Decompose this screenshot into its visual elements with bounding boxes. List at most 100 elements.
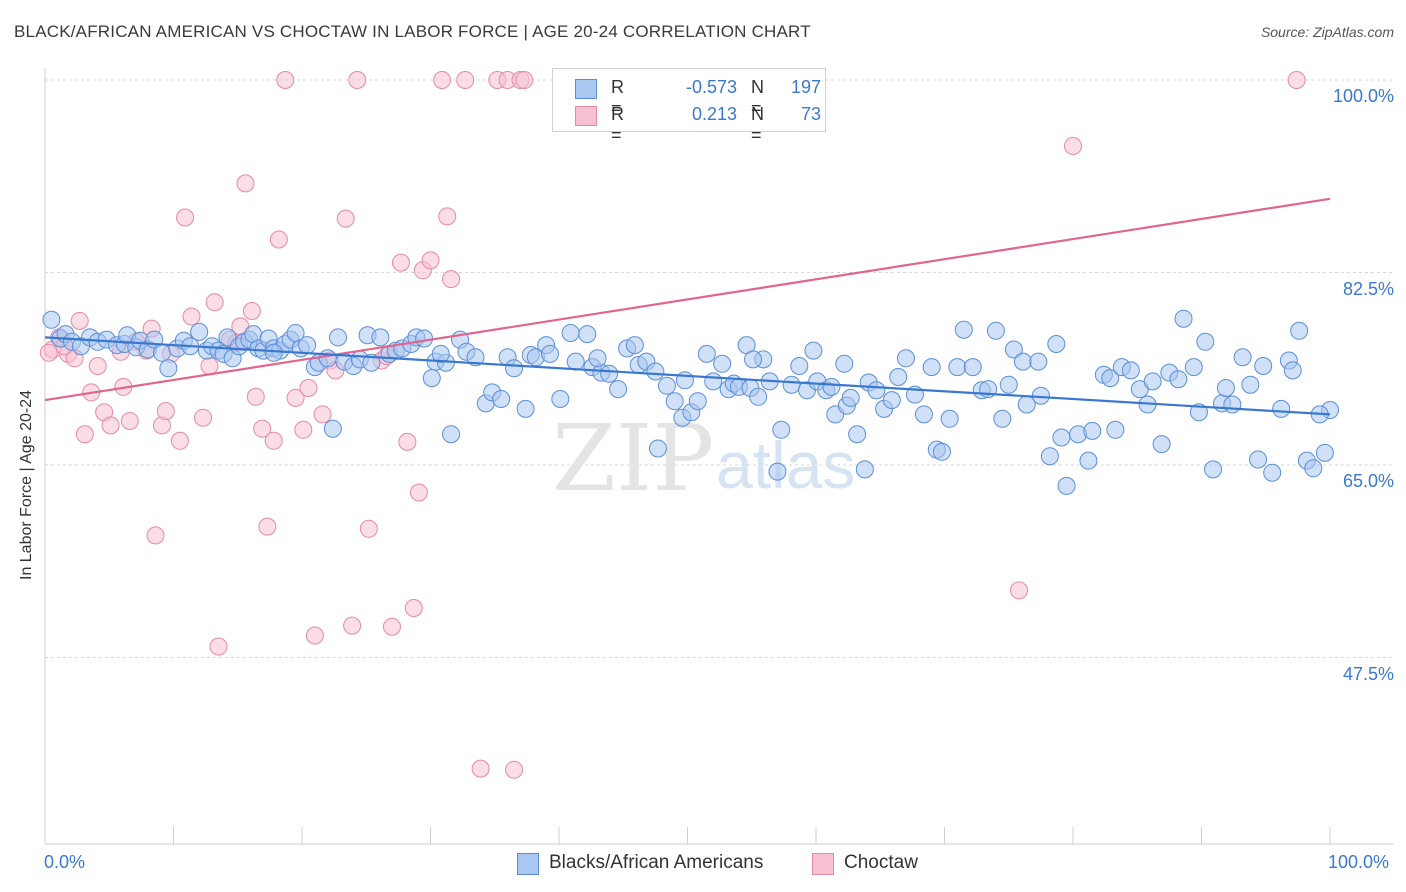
data-point [1013, 352, 1032, 371]
data-point [70, 311, 89, 330]
bottom-legend-label: Choctaw [844, 852, 918, 873]
data-point [1241, 375, 1260, 394]
data-point [382, 617, 401, 636]
y-tick-label: 100.0% [1332, 86, 1394, 106]
data-point [42, 310, 61, 329]
data-point [841, 388, 860, 407]
data-point [1233, 348, 1252, 367]
legend-r-label: R = [611, 104, 624, 145]
data-point [438, 207, 457, 226]
data-point [954, 320, 973, 339]
data-point [328, 328, 347, 347]
data-point [1004, 340, 1023, 359]
data-point [1249, 450, 1268, 469]
data-point [790, 357, 809, 375]
bottom-legend-swatch-blue [517, 853, 539, 875]
data-point [914, 405, 933, 424]
data-point [194, 408, 213, 427]
axes [44, 68, 1394, 845]
legend-n-label: N = [751, 104, 764, 145]
data-point [1106, 420, 1125, 439]
source-label: Source: ZipAtlas.com [1260, 24, 1394, 40]
data-point [205, 293, 224, 312]
data-point [159, 359, 178, 378]
data-point [1101, 369, 1120, 388]
data-point [146, 526, 165, 545]
data-point [993, 409, 1012, 428]
data-point [305, 626, 324, 645]
data-point [697, 344, 716, 363]
bottom-legend-swatch-pink [812, 853, 834, 875]
data-point [867, 381, 886, 400]
data-point [704, 372, 723, 391]
data-point [264, 343, 283, 362]
data-point [236, 174, 255, 193]
data-point [1287, 71, 1306, 89]
data-point [855, 460, 874, 479]
data-point [431, 344, 450, 363]
data-point [39, 343, 58, 362]
data-point [600, 364, 619, 383]
data-point [336, 209, 355, 228]
data-point [768, 462, 787, 481]
data-point [625, 336, 644, 355]
legend-n-value: 73 [800, 104, 821, 124]
data-point [1064, 137, 1082, 155]
trend-line-blacks [44, 336, 1331, 416]
data-point [561, 324, 580, 342]
legend-n-value: 197 [790, 77, 821, 97]
data-point [1029, 352, 1048, 371]
data-point [1174, 309, 1193, 328]
data-point [415, 329, 434, 348]
data-point [896, 349, 915, 368]
data-point [889, 368, 908, 386]
data-point [343, 616, 362, 635]
data-point [578, 325, 597, 344]
legend-swatch-pink [575, 106, 597, 126]
data-point [422, 369, 441, 388]
data-point [182, 307, 201, 326]
legend-n-label: N = [751, 77, 764, 118]
data-point [932, 442, 951, 461]
data-point [1143, 372, 1162, 391]
data-point [348, 71, 367, 89]
data-point [515, 71, 534, 89]
data-point [156, 402, 175, 421]
data-point [551, 390, 570, 408]
trend-lines [44, 197, 1331, 416]
legend-r-value: 0.213 [691, 104, 737, 124]
data-point [940, 409, 959, 428]
data-point [516, 399, 535, 418]
data-point [242, 302, 261, 320]
data-point [264, 431, 283, 450]
y-tick-label: 47.5% [1342, 663, 1394, 684]
data-point [120, 412, 139, 430]
data-point [88, 357, 107, 375]
legend-r-label: R = [611, 77, 624, 118]
data-point [1184, 358, 1203, 377]
data-point [442, 425, 461, 444]
data-point [371, 328, 390, 347]
data-point [688, 392, 707, 411]
data-point [1169, 370, 1188, 389]
data-point [1263, 463, 1282, 482]
data-point [176, 208, 195, 227]
data-point [882, 391, 901, 410]
data-point [609, 380, 628, 399]
data-point [492, 390, 511, 408]
data-point [566, 352, 585, 371]
watermark-atlas: atlas [716, 428, 855, 502]
data-point [299, 379, 318, 397]
data-point [804, 341, 823, 360]
data-point [999, 375, 1018, 394]
series-blacks-african-americans [42, 309, 1339, 495]
data-point [409, 483, 428, 502]
data-point [362, 353, 381, 372]
data-point [744, 350, 763, 369]
data-point [822, 377, 841, 396]
data-point [1223, 395, 1242, 414]
data-point [1047, 335, 1066, 353]
data-point [391, 253, 410, 272]
data-point [505, 760, 524, 779]
y-tick-label: 65.0% [1342, 471, 1394, 491]
